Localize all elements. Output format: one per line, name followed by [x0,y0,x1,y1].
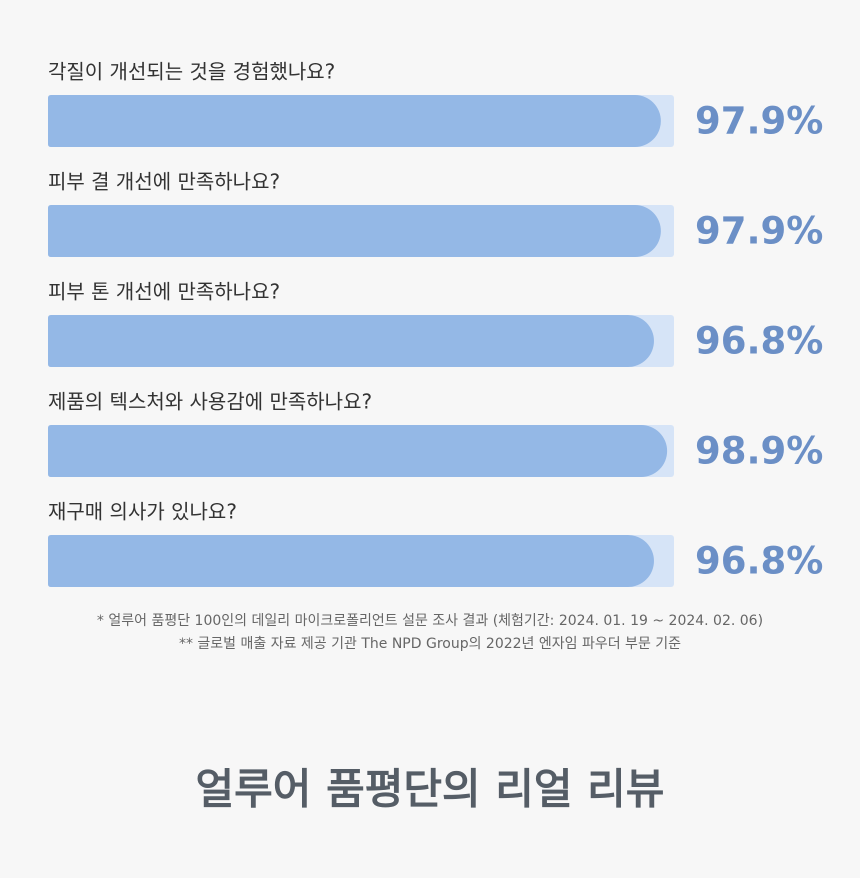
footnote: ** 글로벌 매출 자료 제공 기관 The NPD Group의 2022년 … [179,636,681,652]
chart-title: 얼루어 품평단의 리얼 리뷰 [196,765,665,814]
question-label: 각질이 개선되는 것을 경험했나요? [48,60,335,84]
bar [48,315,654,367]
question-label: 피부 톤 개선에 만족하나요? [48,280,280,304]
question-label: 제품의 텍스처와 사용감에 만족하나요? [48,390,372,414]
value-label: 97.9% [695,210,823,253]
question-label: 재구매 의사가 있나요? [48,500,237,524]
value-label: 96.8% [695,540,823,583]
question-label: 피부 결 개선에 만족하나요? [48,170,280,194]
value-label: 96.8% [695,320,823,363]
bar [48,535,654,587]
bar [48,205,661,257]
bar [48,425,668,477]
value-label: 97.9% [695,100,823,143]
bar [48,95,661,147]
footnote: * 얼루어 품평단 100인의 데일리 마이크로폴리언트 설문 조사 결과 (체… [97,613,763,629]
value-label: 98.9% [695,430,823,473]
